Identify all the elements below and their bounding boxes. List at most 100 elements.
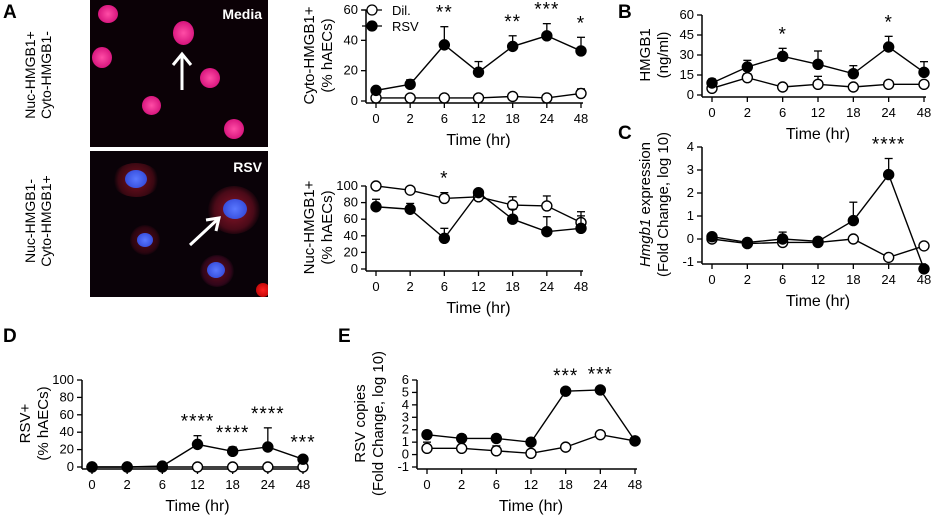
chart5-point-dil [559,441,572,453]
micrograph-media: Media [90,0,268,147]
chart0-point-dil [404,92,416,104]
chart1-x-tick-label: 18 [505,279,519,294]
micrograph-media-label: Media [222,6,262,22]
chart3-y-label-italic: Hmgb1 [637,219,654,267]
chart0-x-tick-label: 48 [574,111,588,126]
chart5-y-tick-label: 1 [402,434,409,449]
cell-nucleus [142,96,161,115]
chart5-point-rsv [559,385,572,397]
chart2-significance-label: * [778,24,786,45]
chart5-y-tick-label: 2 [402,422,409,437]
chart4-x-tick-label: 12 [190,477,204,492]
chart2-point-rsv [741,61,754,73]
chart1-y-label: Nuc-HMGB1+ [301,180,318,274]
chart3-significance-label: **** [872,135,906,156]
chart3-x-tick-label: 48 [917,272,931,287]
chart2-x-tick-label: 24 [881,105,895,120]
chart2-point-rsv [847,67,860,80]
chart2-x-tick-label: 18 [846,105,860,120]
chart0-x-tick-label: 24 [540,111,554,126]
chart4-x-tick-label: 0 [88,477,95,492]
cell-nucleus [207,262,225,278]
chart1-point-rsv [404,203,416,215]
chart4-y-tick-label: 80 [60,389,74,404]
chart0-y-tick-label: 20 [344,63,358,78]
chart4-y-tick-label: 40 [60,424,74,439]
chart4-point-rsv [226,445,239,458]
chart0-point-rsv [575,45,587,57]
chart2-point-rsv [882,41,895,53]
chart3-y-tick-label: 1 [687,208,694,223]
chart1-y-tick-label: 40 [344,228,358,243]
chart4-x-tick-label: 6 [159,477,166,492]
chart0-point-dil [438,92,451,104]
chart5-x-label: Time (hr) [499,498,563,515]
chart4-point-dil [226,461,239,473]
cell-nucleus [200,68,220,88]
chart0-point-rsv [506,40,519,53]
chart0-point-rsv [438,39,451,51]
chart4-y-tick-label: 0 [67,459,74,474]
chart3-point-rsv [882,168,895,181]
chart5-y-tick-label: 3 [402,409,409,424]
chart4-significance-label: **** [251,404,285,425]
chart5-point-dil [594,428,607,441]
chart0-point-dil [541,92,553,104]
chart3-point-rsv [847,214,860,227]
chart5-significance-label: *** [553,366,578,387]
chart2-y-tick-label: 15 [680,67,694,82]
chart5-point-rsv [455,432,468,445]
chart1-point-rsv [575,222,587,235]
chart4-point-dil [262,461,274,473]
chart4-y-label: RSV+ [17,403,34,443]
chart4-x-tick-label: 18 [225,477,239,492]
chart4-point-rsv [191,438,204,451]
chart2-y-label: HMGB1 [637,28,654,81]
chart5-x-tick-label: 6 [493,477,500,492]
chart5-y-tick-label: 6 [402,372,409,387]
chart5-point-dil [455,442,468,455]
chart3-x-label: Time (hr) [786,293,850,310]
chart2-significance-label: * [884,12,892,33]
chart0-y-tick-label: 40 [344,32,358,47]
chart1-point-rsv [506,213,519,225]
chart0-point-rsv [404,78,416,91]
chart5-x-tick-label: 24 [593,477,607,492]
chart0-y-label: Cyto-HMGB1+ [301,6,318,104]
cell-nucleus [92,47,112,68]
chart4-significance-label: *** [290,433,315,454]
chart1-x-tick-label: 12 [471,279,485,294]
chart5-y-tick-label: 4 [402,397,409,412]
chart4-point-rsv [156,460,169,472]
arrow-icon [171,51,193,90]
chart5-x-tick-label: 18 [558,477,572,492]
legend: Dil. RSV [362,3,419,34]
chart5-point-dil [525,447,537,460]
chart2-x-tick-label: 0 [708,105,715,120]
chart1-x-label: Time (hr) [446,300,510,317]
chart5-x-tick-label: 12 [524,477,538,492]
chart4-x-label: Time (hr) [165,498,229,515]
chart3-x-tick-label: 18 [846,272,860,287]
chart0-point-dil [472,92,485,104]
chart0-x-tick-label: 6 [441,111,448,126]
chart5-y-tick-label: 5 [402,384,409,399]
chart0-point-rsv [541,30,553,42]
chart2-point-dil [776,81,789,93]
chart3-point-dil [918,240,930,252]
chart5-point-dil [421,442,433,455]
chart5-x-tick-label: 48 [628,477,642,492]
chart3-point-rsv [741,236,754,249]
chart5-point-dil [490,445,503,457]
chart0-x-label: Time (hr) [446,132,510,148]
chart1-x-tick-label: 48 [574,279,588,294]
chart1-point-dil [404,184,416,196]
cell-nucleus [224,119,244,139]
chart3-point-rsv [812,235,824,248]
chart0-x-tick-label: 12 [471,111,485,126]
chart5-y-label-line2: (Fold Change, log 10) [370,351,387,496]
chart0-significance-label: ** [436,3,453,24]
chart1-point-dil [541,200,553,212]
chart4-point-rsv [121,461,133,473]
